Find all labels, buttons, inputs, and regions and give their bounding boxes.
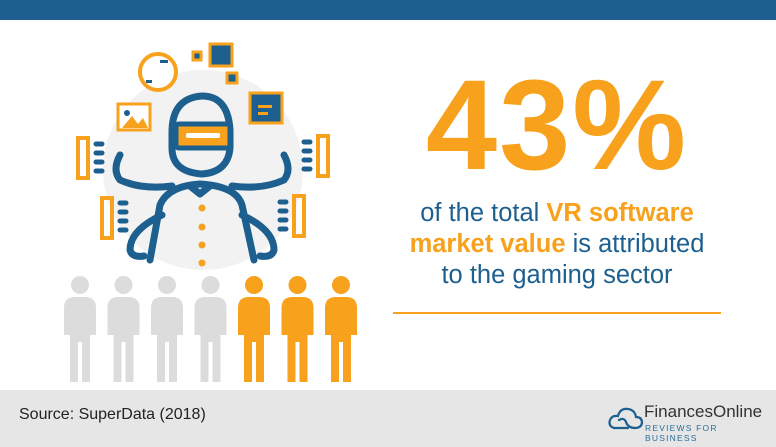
window-icon xyxy=(248,91,284,125)
person-icon-highlighted xyxy=(238,276,270,382)
controller-icons xyxy=(76,134,330,240)
square-icons xyxy=(191,42,239,85)
person-icon xyxy=(107,276,140,382)
logo-name: FinancesOnline xyxy=(644,402,763,421)
statement-highlight2: market value xyxy=(409,230,566,258)
person-icon-highlighted xyxy=(281,276,314,382)
statement-text: of the total VR software market value is… xyxy=(393,198,721,291)
logo-tagline: REVIEWS FOR BUSINESS xyxy=(645,423,718,443)
top-bar xyxy=(0,0,776,20)
person-icon xyxy=(151,276,183,382)
person-icon xyxy=(194,276,227,382)
person-icon xyxy=(64,276,96,382)
cloud-icon xyxy=(608,407,644,430)
divider-line xyxy=(393,312,721,314)
image-icon xyxy=(116,102,152,132)
statement-highlight1: VR software xyxy=(546,199,694,227)
vr-user-illustration xyxy=(76,42,330,270)
people-chart xyxy=(64,276,357,382)
footer: Source: SuperData (2018) FinancesOnline … xyxy=(0,390,776,447)
globe-icon xyxy=(138,52,178,92)
person-icon-highlighted xyxy=(325,276,357,382)
statement-part1: of the total xyxy=(420,199,547,227)
statement-part3: to the gaming sector xyxy=(441,261,673,289)
source-text: Source: SuperData (2018) xyxy=(19,406,206,423)
statement-part2: is attributed xyxy=(565,230,705,258)
headline-percentage: 43% xyxy=(425,54,689,197)
financesonline-logo: FinancesOnline REVIEWS FOR BUSINESS xyxy=(608,400,768,443)
